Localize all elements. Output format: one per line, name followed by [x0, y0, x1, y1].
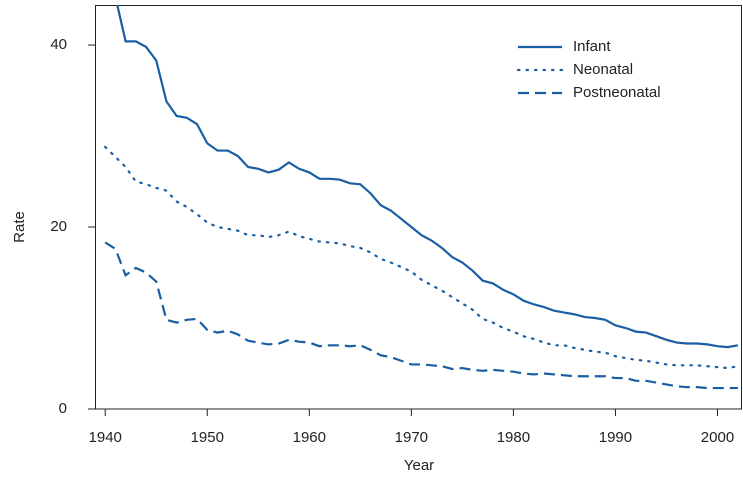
y-tick-label: 40 — [50, 36, 67, 53]
legend-label: Infant — [573, 38, 611, 55]
x-tick-label: 1970 — [395, 429, 428, 446]
series-group — [104, 5, 739, 390]
x-tick-label: 1990 — [599, 429, 632, 446]
legend-label: Postneonatal — [573, 84, 661, 101]
series-line — [116, 5, 739, 349]
x-tick-label: 1950 — [191, 429, 224, 446]
y-tick-label: 20 — [50, 218, 67, 235]
legend-label: Neonatal — [573, 61, 633, 78]
y-axis-title: Rate — [11, 211, 28, 243]
x-tick-label: 1980 — [497, 429, 530, 446]
y-tick-label: 0 — [59, 400, 67, 417]
series-line — [104, 241, 738, 390]
series-line — [104, 145, 739, 370]
x-tick-label: 1960 — [293, 429, 326, 446]
x-tick-label: 2000 — [701, 429, 734, 446]
x-axis-title: Year — [404, 457, 434, 474]
plot-frame — [95, 5, 742, 410]
x-tick-label: 1940 — [89, 429, 122, 446]
